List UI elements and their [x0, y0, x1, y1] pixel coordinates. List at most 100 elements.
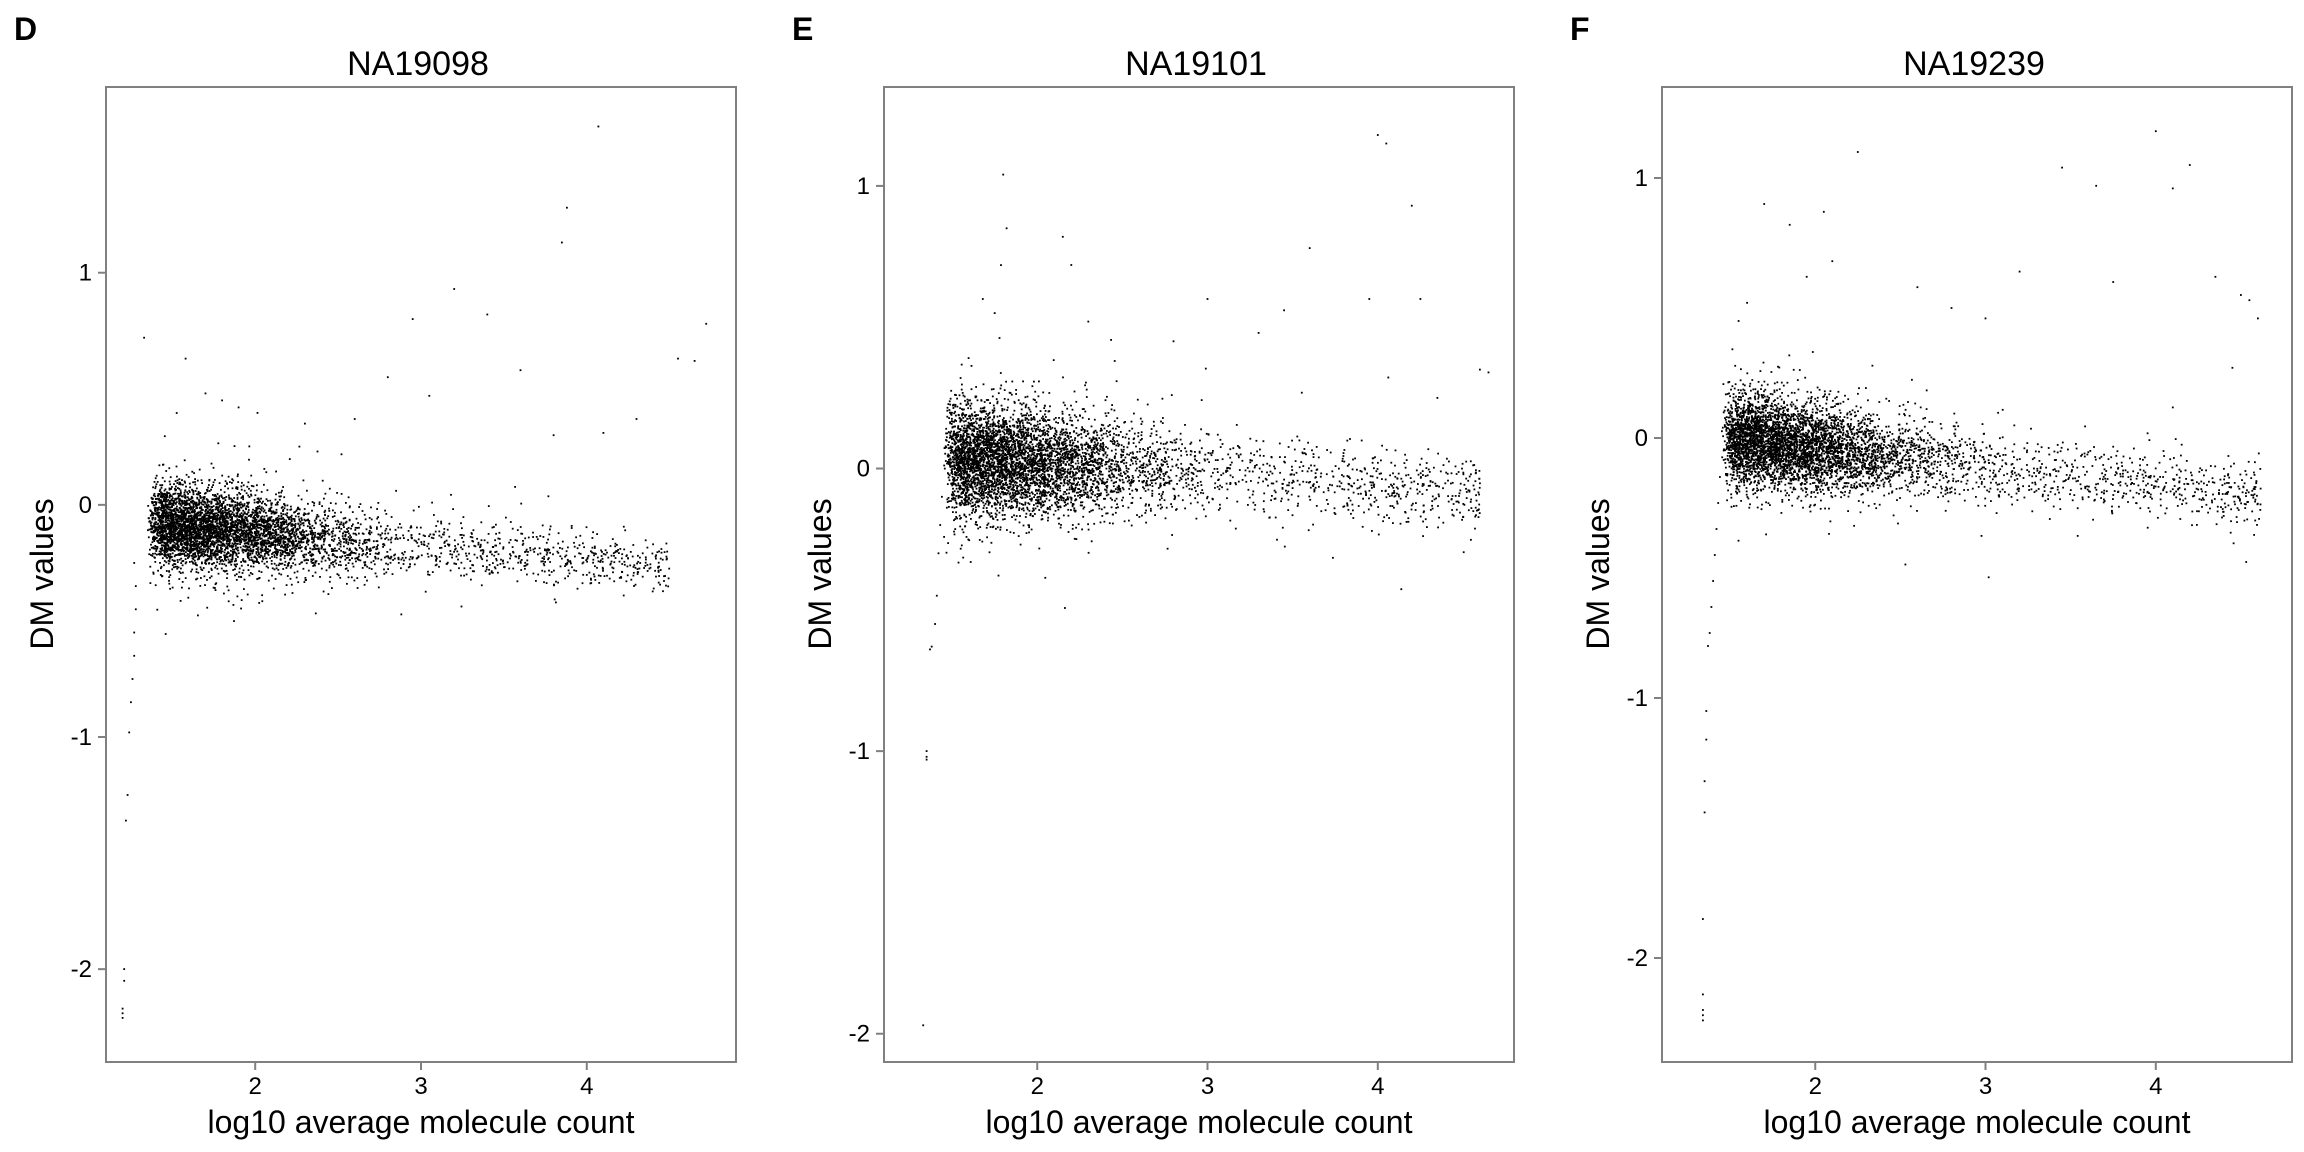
data-point: [173, 510, 176, 513]
data-point: [166, 519, 169, 522]
data-point: [169, 587, 171, 590]
data-point: [191, 531, 194, 533]
data-point: [197, 554, 200, 557]
data-point: [249, 553, 252, 556]
data-point: [275, 493, 277, 496]
data-point: [549, 528, 551, 531]
data-point: [354, 529, 357, 531]
data-point: [188, 539, 191, 542]
data-point: [345, 540, 348, 543]
data-point: [473, 544, 476, 547]
data-point: [156, 523, 158, 526]
data-point: [240, 485, 243, 488]
data-point: [525, 550, 527, 553]
data-point: [311, 537, 313, 539]
data-point: [632, 574, 635, 577]
data-point: [361, 567, 364, 569]
data-point: [332, 509, 334, 512]
panel-d: D NA19098 2 3 4-2-101 log10 average molecu…: [14, 11, 737, 1140]
data-point: [323, 529, 326, 532]
data-point: [511, 546, 514, 548]
data-point: [153, 540, 156, 542]
data-point: [281, 517, 284, 520]
data-point: [178, 578, 181, 580]
data-point: [157, 539, 159, 542]
data-point: [377, 557, 380, 560]
data-point: [267, 566, 269, 569]
data-point: [178, 530, 180, 533]
data-point: [185, 551, 187, 554]
data-point: [499, 563, 502, 565]
data-point: [236, 522, 239, 524]
data-point: [220, 567, 223, 570]
data-point: [362, 533, 365, 535]
data-point: [499, 542, 501, 545]
data-point: [257, 542, 260, 545]
data-point: [250, 474, 253, 477]
data-point: [547, 557, 550, 559]
data-point: [397, 526, 400, 529]
data-point: [171, 497, 174, 499]
data-point: [195, 507, 198, 510]
data-point: [199, 534, 201, 536]
data-point: [252, 550, 254, 553]
data-point: [317, 563, 320, 565]
data-point: [250, 536, 253, 539]
data-point: [173, 550, 176, 552]
data-point: [161, 515, 164, 517]
data-point: [334, 559, 337, 562]
data-point: [534, 547, 536, 550]
data-point: [377, 516, 379, 518]
data-point: [377, 502, 380, 504]
data-point: [249, 514, 251, 517]
data-point: [290, 557, 293, 560]
data-point: [278, 526, 281, 529]
data-point: [349, 505, 351, 508]
data-point: [345, 542, 348, 544]
data-point: [257, 527, 260, 529]
data-point: [210, 515, 213, 518]
data-point: [262, 510, 265, 513]
data-point: [307, 543, 310, 546]
data-point: [274, 536, 277, 538]
data-point: [232, 604, 235, 606]
data-point: [224, 511, 227, 514]
data-point: [239, 506, 242, 509]
data-point: [632, 566, 635, 568]
data-point: [481, 552, 484, 555]
data-point: [186, 534, 189, 537]
data-point: [147, 517, 150, 519]
data-point: [428, 535, 430, 538]
data-point: [490, 570, 493, 573]
data-point: [237, 473, 239, 476]
data-point: [224, 505, 227, 508]
data-point: [260, 524, 262, 527]
data-point: [569, 560, 572, 562]
data-point: [221, 474, 224, 477]
data-point: [204, 533, 207, 536]
data-point: [229, 553, 232, 556]
data-point: [195, 555, 197, 558]
data-point: [158, 511, 161, 514]
data-point: [270, 502, 273, 505]
data-point: [279, 554, 282, 557]
data-point: [236, 523, 238, 526]
data-point: [280, 530, 283, 533]
data-point: [176, 565, 178, 568]
data-point: [232, 506, 235, 509]
data-point: [627, 557, 629, 560]
data-point: [253, 515, 255, 518]
data-point: [229, 545, 231, 548]
data-point: [394, 528, 397, 531]
data-point: [162, 498, 165, 501]
data-point: [248, 445, 251, 448]
data-point: [227, 511, 230, 513]
data-point: [602, 568, 604, 570]
data-point: [277, 521, 279, 524]
data-point: [657, 581, 660, 584]
data-point: [208, 545, 211, 548]
data-point: [231, 529, 234, 532]
data-point: [589, 582, 592, 585]
data-point: [313, 540, 315, 543]
data-point: [185, 531, 188, 534]
